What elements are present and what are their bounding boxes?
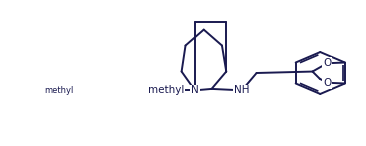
- Text: O: O: [323, 58, 331, 68]
- Text: NH: NH: [234, 85, 250, 95]
- Text: methyl: methyl: [44, 86, 73, 95]
- Text: O: O: [323, 78, 331, 88]
- Text: methyl: methyl: [148, 85, 184, 95]
- Text: N: N: [191, 85, 199, 95]
